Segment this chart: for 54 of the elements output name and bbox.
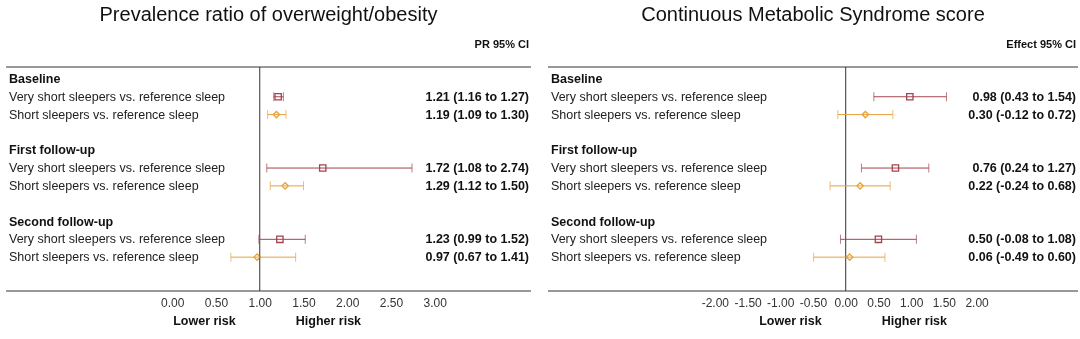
x-tick-label: 1.50 <box>932 295 957 310</box>
y-tick-label: Short sleepers vs. reference sleep <box>9 250 199 265</box>
annotation: 0.22 (-0.24 to 0.68) <box>968 178 1076 193</box>
annotation: 0.98 (0.43 to 1.54) <box>972 89 1076 104</box>
chart-title: Continuous Metabolic Syndrome score <box>641 3 985 25</box>
x-tick-label: 1.50 <box>292 295 316 310</box>
annotation: 1.23 (0.99 to 1.52) <box>425 232 529 247</box>
x-tick-label: 0.00 <box>834 295 859 310</box>
x-tick-label: -1.00 <box>767 295 795 310</box>
chart-title: Prevalence ratio of overweight/obesity <box>99 3 438 25</box>
text: Higher risk <box>295 314 362 328</box>
text: Effect 95% CI <box>1006 38 1076 50</box>
text: Lower risk <box>759 314 822 328</box>
y-tick-label: Very short sleepers vs. reference sleep <box>551 89 768 104</box>
annotation: 0.76 (0.24 to 1.27) <box>972 161 1076 176</box>
y-tick-label: Very short sleepers vs. reference sleep <box>9 89 226 104</box>
y-tick-label: Very short sleepers vs. reference sleep <box>9 232 226 247</box>
text: Higher risk <box>881 314 948 328</box>
x-tick-label: -2.00 <box>701 295 730 310</box>
y-tick-label: Very short sleepers vs. reference sleep <box>551 161 768 176</box>
y-tick-label: Short sleepers vs. reference sleep <box>551 250 741 265</box>
annotation: 0.06 (-0.49 to 0.60) <box>968 250 1076 265</box>
y-tick-label: Second follow-up <box>551 214 656 229</box>
y-tick-label: Very short sleepers vs. reference sleep <box>9 161 226 176</box>
y-tick-label: First follow-up <box>9 143 96 158</box>
annotation: 0.30 (-0.12 to 0.72) <box>968 107 1076 122</box>
x-tick-label: -1.50 <box>734 295 763 310</box>
y-tick-label: Short sleepers vs. reference sleep <box>551 178 741 193</box>
annotation: 1.21 (1.16 to 1.27) <box>425 89 529 104</box>
x-tick-label: 3.00 <box>423 295 448 310</box>
y-tick-label: Short sleepers vs. reference sleep <box>551 107 741 122</box>
y-tick-label: First follow-up <box>551 143 638 158</box>
annotation: 1.19 (1.09 to 1.30) <box>425 107 529 122</box>
x-tick-label: 2.00 <box>336 295 360 310</box>
y-tick-label: Very short sleepers vs. reference sleep <box>551 232 768 247</box>
x-tick-label: 2.50 <box>379 295 404 310</box>
x-tick-label: 0.50 <box>204 295 229 310</box>
text: PR 95% CI <box>474 38 529 50</box>
annotation: 0.50 (-0.08 to 1.08) <box>968 232 1076 247</box>
y-tick-label: Short sleepers vs. reference sleep <box>9 178 199 193</box>
y-tick-label: Baseline <box>551 71 603 86</box>
x-tick-label: 2.00 <box>965 295 990 310</box>
annotation: 1.72 (1.08 to 2.74) <box>425 161 529 176</box>
y-tick-label: Second follow-up <box>9 214 114 229</box>
y-tick-label: Baseline <box>9 71 61 86</box>
annotation: 1.29 (1.12 to 1.50) <box>425 178 529 193</box>
x-tick-label: 1.00 <box>248 295 273 310</box>
x-tick-label: -0.50 <box>799 295 828 310</box>
x-tick-label: 0.00 <box>161 295 185 310</box>
y-tick-label: Short sleepers vs. reference sleep <box>9 107 199 122</box>
x-tick-label: 1.00 <box>899 295 924 310</box>
annotation: 0.97 (0.67 to 1.41) <box>425 250 529 265</box>
x-tick-label: 0.50 <box>867 295 891 310</box>
text: Lower risk <box>173 314 236 328</box>
